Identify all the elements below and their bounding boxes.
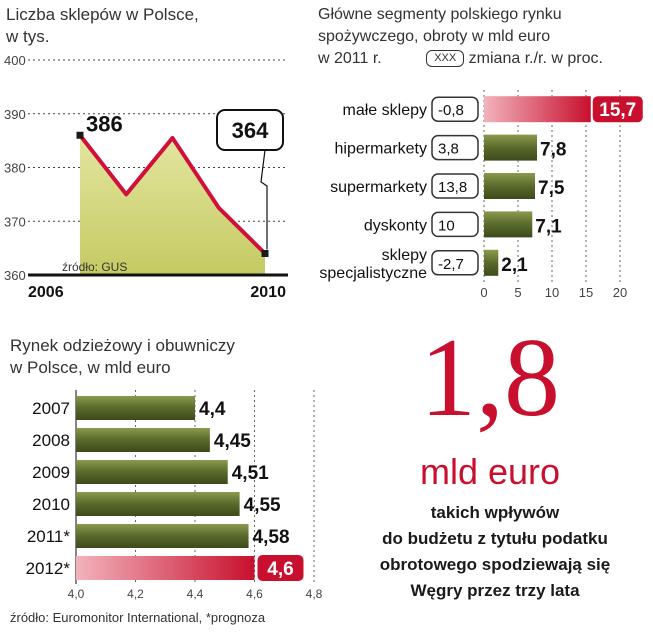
chart3-value-badge — [257, 555, 304, 581]
chart1-y-tick: 370 — [4, 214, 26, 229]
chart2-bar-highlight — [484, 96, 591, 123]
chart1-title-line2: w tys. — [6, 27, 50, 46]
legend-change-box: XXX — [426, 50, 465, 67]
chart1-point-marker — [76, 131, 84, 139]
callout-line-4: Węgry przez trzy lata — [410, 581, 580, 600]
chart2-value-label: 2,1 — [501, 255, 528, 276]
chart3-category-label: 2011* — [27, 527, 71, 546]
chart2-change-box — [431, 134, 479, 161]
chart2-title-line3: w 2011 r. XXX zmiana r./r. w proc. — [318, 48, 603, 70]
chart3-bar — [76, 428, 210, 452]
chart1-x-label-end: 2010 — [250, 284, 286, 301]
chart2-change-box — [431, 173, 479, 199]
chart3-bar — [76, 492, 240, 516]
chart3-value-label: 4,6 — [267, 559, 293, 580]
chart3-category-label: 2012* — [26, 559, 71, 578]
chart2-x-tick: 10 — [545, 285, 559, 300]
chart1-point-marker — [261, 250, 269, 257]
chart1-y-tick: 360 — [4, 268, 26, 283]
chart2-change-box — [431, 96, 479, 122]
chart1-title: Liczba sklepów w Polsce, w tys. — [6, 4, 199, 48]
chart2-category-label: sklepy — [382, 247, 427, 264]
chart1-x-label-start: 2006 — [28, 284, 64, 301]
chart2-bar — [484, 173, 535, 199]
chart3-category-label: 2008 — [32, 431, 70, 450]
chart3-title-line2: w Polsce, w mld euro — [10, 358, 171, 377]
chart3-value-label: 4,4 — [199, 399, 226, 420]
chart3-bar — [76, 396, 195, 420]
chart2-category-label: małe sklepy — [343, 102, 427, 119]
chart2-category-label: specjalistyczne — [319, 265, 427, 282]
callout-number: 1,8 — [420, 316, 560, 440]
chart3-bar — [76, 460, 228, 484]
chart2-change-value: 10 — [438, 217, 455, 234]
chart3-x-tick: 4,0 — [68, 587, 85, 601]
chart3-source: źródło: Euromonitor International, *prog… — [10, 610, 266, 625]
chart3-x-tick: 4,4 — [187, 587, 204, 601]
chart3-x-tick: 4,6 — [246, 587, 263, 601]
chart1-callout-pointer — [260, 149, 268, 250]
chart3-value-label: 4,58 — [253, 527, 290, 548]
chart2-value-badge — [592, 96, 643, 123]
callout-unit: mld euro — [420, 451, 561, 492]
chart1-y-tick: 400 — [4, 53, 26, 68]
chart1-y-tick: 390 — [4, 107, 26, 122]
chart1-label-last: 364 — [232, 118, 269, 143]
callout-line-2: do budżetu z tytułu podatku — [382, 529, 608, 548]
chart2-bar — [484, 211, 533, 238]
chart2-title: Główne segmenty polskiego rynku spożywcz… — [318, 4, 603, 70]
chart2-change-box — [431, 211, 479, 238]
chart3-x-tick: 4,2 — [127, 587, 144, 601]
chart1-label-first: 386 — [86, 111, 123, 136]
chart3-value-label: 4,45 — [214, 431, 251, 452]
chart1-series-line — [78, 134, 267, 255]
chart2-change-value: 13,8 — [438, 179, 467, 196]
chart2-bar — [484, 249, 499, 276]
chart3-title-line1: Rynek odzieżowy i obuwniczy — [10, 336, 235, 355]
chart3-bar — [76, 524, 249, 548]
legend-change-text: zmiana r./r. w proc. — [468, 50, 603, 67]
chart2-value-label: 7,5 — [538, 178, 565, 199]
chart1-title-line1: Liczba sklepów w Polsce, — [6, 5, 199, 24]
chart2-category-label: supermarkety — [330, 179, 427, 196]
chart2-category-label: dyskonty — [364, 217, 427, 234]
chart2-category-label: hipermarkety — [335, 141, 427, 158]
chart1-callout-box — [216, 109, 284, 151]
chart2-change-box — [431, 250, 479, 276]
chart2-year: w 2011 r. — [318, 50, 382, 67]
callout-line-1: takich wpływów — [430, 503, 560, 522]
chart2-bar — [484, 134, 538, 161]
chart2-x-tick: 20 — [613, 285, 627, 300]
chart3-value-label: 4,51 — [232, 463, 269, 484]
chart1-area — [80, 135, 265, 275]
chart3-category-label: 2009 — [32, 463, 70, 482]
chart2-change-value: 3,8 — [438, 141, 459, 158]
chart1-source: źródło: GUS — [62, 260, 127, 274]
chart3-title: Rynek odzieżowy i obuwniczy w Polsce, w … — [10, 335, 235, 379]
callout-line-3: obrotowego spodziewają się — [379, 555, 611, 574]
chart3-bar-highlight — [76, 556, 255, 580]
chart2-x-tick: 15 — [579, 285, 593, 300]
chart2-value-label: 15,7 — [599, 100, 636, 121]
chart2-change-value: -2,7 — [438, 256, 464, 273]
chart3-x-tick: 4,8 — [306, 587, 323, 601]
chart3-value-label: 4,55 — [244, 495, 281, 516]
chart1-y-tick: 380 — [4, 161, 26, 176]
chart3-category-label: 2010 — [32, 495, 70, 514]
chart2-value-label: 7,8 — [540, 140, 566, 161]
chart2-x-tick: 0 — [480, 285, 487, 300]
chart3-category-label: 2007 — [32, 399, 70, 418]
chart2-title-line2: spożywczego, obroty w mld euro — [318, 28, 551, 45]
chart2-title-line1: Główne segmenty polskiego rynku — [318, 6, 562, 23]
chart2-x-tick: 5 — [514, 285, 521, 300]
chart2-change-value: -0,8 — [438, 102, 464, 119]
chart2-value-label: 7,1 — [535, 216, 562, 237]
